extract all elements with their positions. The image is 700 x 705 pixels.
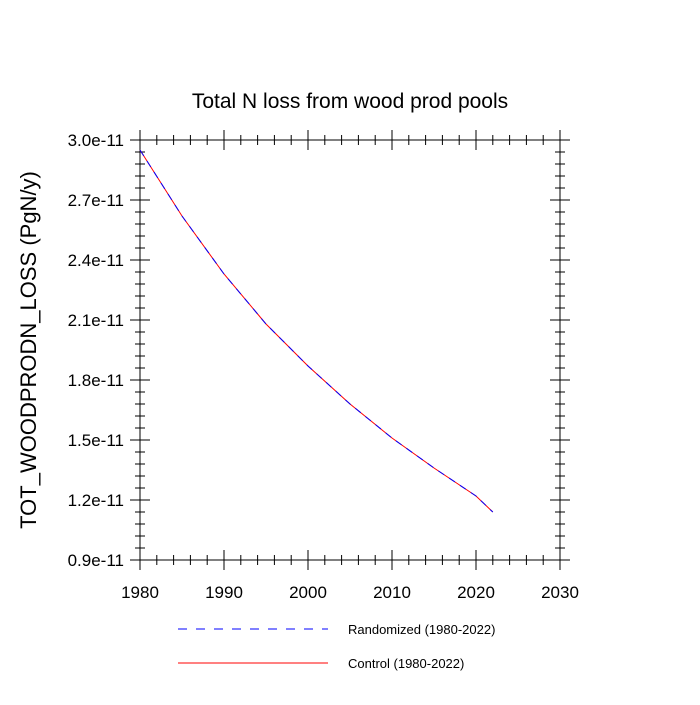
chart-title: Total N loss from wood prod pools (192, 90, 508, 113)
y-tick-label: 2.1e-11 (68, 311, 124, 330)
y-axis-label: TOT_WOODPRODN_LOSS (PgN/y) (16, 171, 41, 529)
y-tick-label: 1.2e-11 (68, 491, 124, 510)
x-tick-label: 2010 (373, 583, 411, 602)
y-tick-label: 0.9e-11 (68, 551, 124, 570)
plot-area: 1980 1990 2000 2010 2020 2030 0.9e-11 1.2e-11 1.… (68, 130, 579, 602)
y-tick-label: 2.4e-11 (68, 251, 124, 270)
legend-label-randomized: Randomized (1980-2022) (348, 622, 495, 637)
series-line-control (139, 149, 494, 513)
x-tick-label: 2030 (541, 583, 579, 602)
x-tick-label: 2020 (457, 583, 495, 602)
legend: Randomized (1980-2022) Control (1980-2022… (178, 622, 495, 671)
plot-frame (139, 139, 561, 561)
series-line-randomized (139, 149, 494, 513)
legend-label-control: Control (1980-2022) (348, 656, 464, 671)
x-tick-label: 2000 (289, 583, 327, 602)
y-tick-label: 1.8e-11 (68, 371, 124, 390)
y-tick-label: 1.5e-11 (68, 431, 124, 450)
x-tick-label: 1980 (121, 583, 159, 602)
y-tick-label: 3.0e-11 (68, 131, 124, 150)
y-tick-label: 2.7e-11 (68, 191, 124, 210)
x-tick-label: 1990 (205, 583, 243, 602)
